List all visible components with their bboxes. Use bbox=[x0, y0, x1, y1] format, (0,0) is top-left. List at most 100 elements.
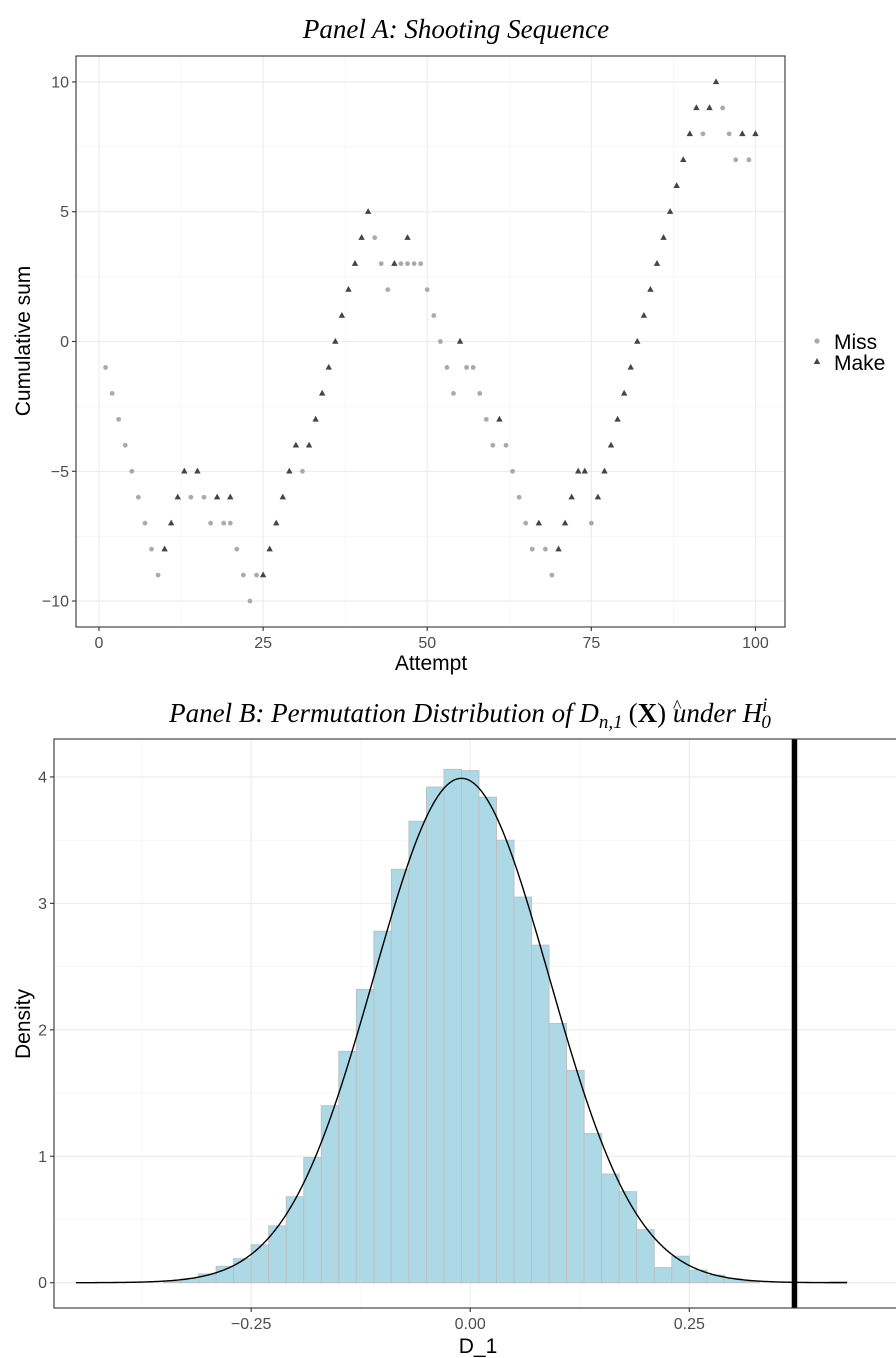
histogram-bar bbox=[373, 930, 392, 1284]
panel-b-title-hat: ^ bbox=[673, 696, 682, 716]
panel-a-x-axis-title: Attempt bbox=[395, 652, 468, 675]
histogram-bar bbox=[390, 868, 410, 1284]
miss-point bbox=[437, 339, 443, 344]
make-point bbox=[614, 415, 621, 422]
make-point bbox=[279, 493, 286, 500]
miss-point bbox=[241, 572, 246, 578]
x-tick-label: 50 bbox=[418, 635, 436, 652]
panel-b-bars bbox=[163, 768, 848, 1284]
y-tick-label: 10 bbox=[51, 74, 69, 91]
miss-point bbox=[372, 235, 378, 241]
x-tick-label: 100 bbox=[742, 635, 769, 652]
y-tick-label: 5 bbox=[60, 204, 69, 221]
miss-point bbox=[254, 572, 259, 578]
histogram-bar bbox=[636, 1229, 655, 1284]
miss-point bbox=[510, 468, 515, 474]
miss-point bbox=[444, 365, 450, 370]
panel-b-x-ticks: −0.25 0.00 0.25 bbox=[231, 1308, 705, 1333]
histogram-bar bbox=[478, 796, 497, 1284]
panel-a-points bbox=[103, 78, 759, 604]
y-tick-label: 4 bbox=[38, 769, 47, 786]
miss-point bbox=[378, 261, 384, 267]
make-point bbox=[712, 78, 720, 85]
miss-point bbox=[529, 546, 535, 552]
panel-b-title: Panel B: Permutation Distribution of Dn,… bbox=[168, 695, 771, 733]
miss-point bbox=[247, 598, 253, 604]
make-point bbox=[358, 234, 365, 240]
make-point bbox=[666, 208, 674, 214]
miss-point bbox=[418, 261, 424, 267]
miss-point bbox=[129, 468, 135, 474]
miss-point bbox=[234, 546, 240, 552]
histogram-bar bbox=[355, 988, 375, 1284]
x-tick-label: 75 bbox=[582, 635, 600, 652]
make-point bbox=[325, 363, 332, 370]
histogram-bar bbox=[496, 839, 515, 1284]
y-tick-label: 2 bbox=[38, 1022, 47, 1039]
x-tick-label: −0.25 bbox=[231, 1316, 272, 1333]
panel-a-y-ticks: −10 −5 0 5 10 bbox=[42, 74, 76, 611]
make-point bbox=[194, 467, 201, 474]
panel-a-grid bbox=[76, 56, 785, 627]
panel-a-legend: Miss Make bbox=[813, 331, 885, 375]
histogram-bar bbox=[215, 1265, 235, 1284]
make-point bbox=[345, 285, 352, 292]
make-point bbox=[627, 363, 634, 370]
make-point bbox=[227, 493, 234, 500]
histogram-bar bbox=[425, 786, 445, 1284]
make-point bbox=[318, 389, 326, 396]
make-point bbox=[581, 467, 588, 474]
miss-point bbox=[405, 261, 410, 267]
make-point bbox=[535, 519, 543, 526]
make-point bbox=[647, 285, 654, 292]
miss-point bbox=[135, 494, 141, 500]
miss-point bbox=[385, 287, 391, 292]
make-point bbox=[259, 571, 267, 578]
miss-point bbox=[411, 261, 417, 267]
make-point bbox=[174, 493, 181, 500]
miss-point bbox=[542, 546, 548, 552]
histogram-bar bbox=[461, 770, 480, 1284]
x-tick-label: 0.25 bbox=[674, 1316, 705, 1333]
make-point bbox=[594, 493, 602, 500]
miss-point bbox=[720, 105, 726, 111]
histogram-bar bbox=[408, 820, 427, 1284]
histogram-bar bbox=[513, 896, 533, 1284]
x-tick-label: 0 bbox=[95, 635, 104, 652]
y-tick-label: 1 bbox=[38, 1149, 47, 1166]
miss-point bbox=[208, 520, 213, 526]
panel-b-y-ticks: 0 1 2 3 4 bbox=[38, 769, 54, 1292]
y-tick-label: 0 bbox=[38, 1275, 47, 1292]
y-tick-label: 0 bbox=[60, 334, 69, 351]
make-point bbox=[640, 311, 648, 318]
histogram-bar bbox=[601, 1173, 620, 1284]
make-point bbox=[364, 208, 372, 214]
histogram-bar bbox=[233, 1258, 252, 1284]
histogram-bar bbox=[583, 1133, 603, 1284]
miss-point bbox=[503, 442, 509, 448]
make-point bbox=[680, 156, 687, 163]
y-tick-label: 3 bbox=[38, 896, 47, 913]
make-point bbox=[555, 545, 562, 552]
histogram-bar bbox=[653, 1267, 673, 1284]
make-point bbox=[607, 441, 615, 448]
make-point bbox=[213, 493, 221, 500]
miss-point bbox=[464, 365, 470, 370]
make-point bbox=[391, 260, 398, 266]
make-point bbox=[752, 130, 759, 137]
miss-point bbox=[726, 131, 732, 137]
miss-point bbox=[188, 494, 194, 500]
make-point bbox=[693, 104, 700, 111]
make-point bbox=[181, 467, 188, 474]
miss-point bbox=[300, 468, 305, 474]
miss-point bbox=[221, 520, 227, 526]
legend-miss-label: Miss bbox=[834, 331, 877, 354]
panel-a-x-ticks: 0 25 50 75 100 bbox=[95, 627, 769, 652]
histogram-bar bbox=[548, 1023, 568, 1284]
miss-point bbox=[700, 131, 706, 137]
miss-point bbox=[588, 520, 594, 526]
make-point bbox=[404, 234, 411, 240]
histogram-bar bbox=[618, 1191, 638, 1284]
miss-point bbox=[490, 442, 496, 448]
